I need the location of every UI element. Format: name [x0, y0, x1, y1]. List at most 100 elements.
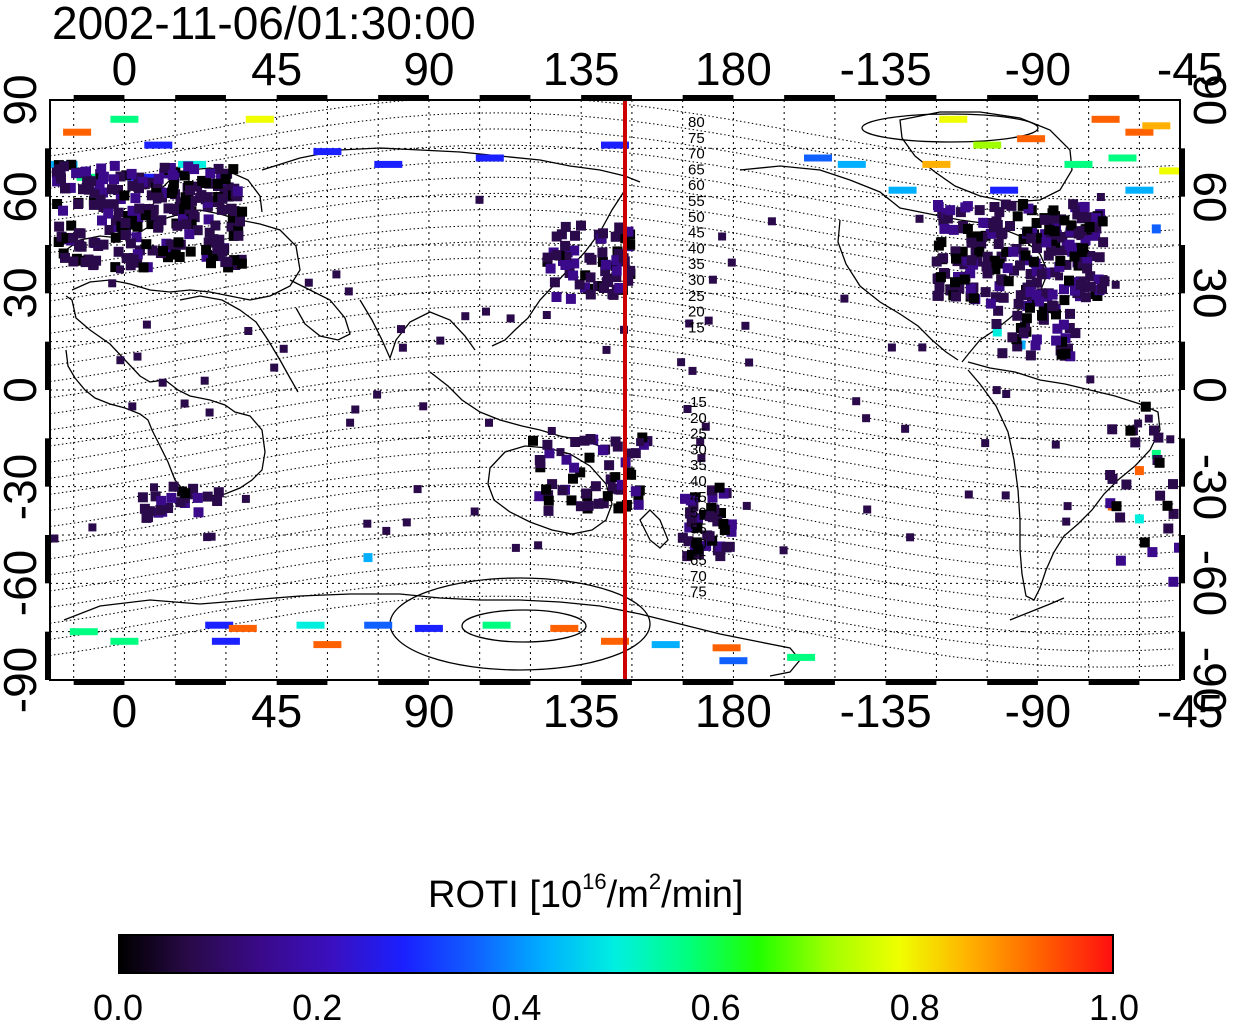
roti-point: [1044, 224, 1055, 235]
north-pole-contour: [861, 113, 1039, 143]
roti-point: [938, 253, 949, 264]
roti-point: [201, 251, 212, 262]
roti-point: [597, 247, 608, 258]
roti-point: [180, 192, 191, 203]
roti-point: [228, 164, 239, 175]
mlat-contour: [50, 370, 1174, 443]
top-lbl-0: 0: [111, 43, 138, 95]
roti-point: [1049, 213, 1060, 224]
roti-point: [233, 225, 244, 236]
roti-point: [767, 217, 776, 226]
roti-point: [279, 344, 288, 353]
roti-point: [132, 221, 143, 232]
roti-point: [66, 220, 77, 231]
roti-point: [1065, 226, 1076, 237]
roti-point: [1072, 209, 1083, 220]
roti-point: [1017, 135, 1046, 143]
roti-point: [1151, 449, 1161, 459]
frame-tick-top: [1088, 95, 1140, 100]
roti-point: [992, 386, 1001, 395]
roti-point: [598, 498, 609, 509]
roti-point: [991, 292, 1001, 303]
roti-point: [1037, 310, 1047, 321]
mlat-label: 60: [688, 177, 705, 194]
roti-point: [706, 485, 717, 496]
roti-point: [59, 161, 69, 172]
bot-lbl-5: -135: [839, 685, 932, 737]
roti-point: [1091, 115, 1120, 123]
top-lbl-6: -90: [1004, 43, 1072, 95]
top-lbl-5: -135: [839, 43, 932, 95]
roti-point: [570, 437, 581, 447]
roti-point: [888, 186, 917, 194]
mlat-label: 15: [688, 319, 705, 336]
roti-point: [992, 327, 1002, 337]
roti-point: [1047, 289, 1058, 300]
frame-tick-bottom: [175, 680, 226, 685]
roti-point: [217, 193, 228, 204]
mlat-contour: [50, 531, 1174, 604]
roti-point: [741, 321, 750, 330]
axis-ticks: [45, 95, 1185, 685]
roti-point: [685, 495, 696, 506]
roti-point: [1002, 263, 1013, 274]
roti-point: [94, 179, 105, 190]
roti-point: [601, 637, 629, 645]
roti-point: [534, 541, 543, 550]
mlat-label: 55: [688, 193, 705, 210]
roti-point: [590, 481, 601, 492]
mlat-label: 65: [690, 552, 707, 569]
roti-point: [60, 252, 70, 263]
roti-point: [131, 232, 142, 243]
roti-point: [685, 319, 694, 328]
roti-point: [576, 220, 586, 231]
roti-point: [994, 207, 1005, 218]
roti-point: [612, 441, 623, 452]
roti-point: [107, 184, 117, 195]
roti-point: [637, 432, 648, 443]
roti-point: [1036, 269, 1047, 280]
frame-tick-bottom: [784, 680, 835, 685]
roti-point: [580, 282, 590, 293]
roti-point: [862, 414, 871, 423]
roti-point: [840, 294, 849, 303]
roti-point: [704, 511, 715, 522]
mlat-label: 55: [690, 520, 707, 537]
frame-tick-top: [73, 95, 125, 100]
roti-point: [1051, 309, 1061, 320]
roti-point: [138, 262, 149, 273]
roti-point: [78, 184, 88, 195]
roti-point: [1021, 313, 1032, 324]
colorbar-tick-4: 0.8: [889, 987, 940, 1028]
roti-point: [110, 637, 139, 645]
roti-point: [683, 536, 694, 547]
roti-point: [1111, 501, 1122, 512]
roti-point: [63, 128, 92, 136]
roti-point: [1025, 302, 1035, 313]
roti-point: [575, 501, 586, 512]
roti-point: [1008, 246, 1019, 257]
roti-point: [953, 272, 963, 282]
roti-point: [89, 188, 100, 198]
roti-point: [1097, 283, 1107, 294]
mlat-contour: [50, 144, 1174, 217]
roti-point: [163, 203, 174, 214]
mlat-label: 25: [690, 426, 707, 443]
roti-point: [718, 518, 729, 529]
roti-point: [133, 352, 142, 361]
mlat-label: 45: [688, 225, 705, 242]
roti-point: [98, 239, 109, 250]
roti-point: [1006, 200, 1017, 211]
roti-point: [109, 160, 120, 171]
roti-point: [779, 546, 788, 555]
roti-point: [1115, 512, 1126, 523]
roti-point: [718, 488, 729, 499]
roti-point: [688, 366, 697, 375]
roti-point: [363, 519, 372, 528]
roti-point: [192, 492, 203, 503]
roti-point: [1107, 424, 1118, 435]
roti-point: [708, 275, 717, 284]
roti-point: [185, 185, 195, 196]
roti-point: [1054, 245, 1065, 256]
